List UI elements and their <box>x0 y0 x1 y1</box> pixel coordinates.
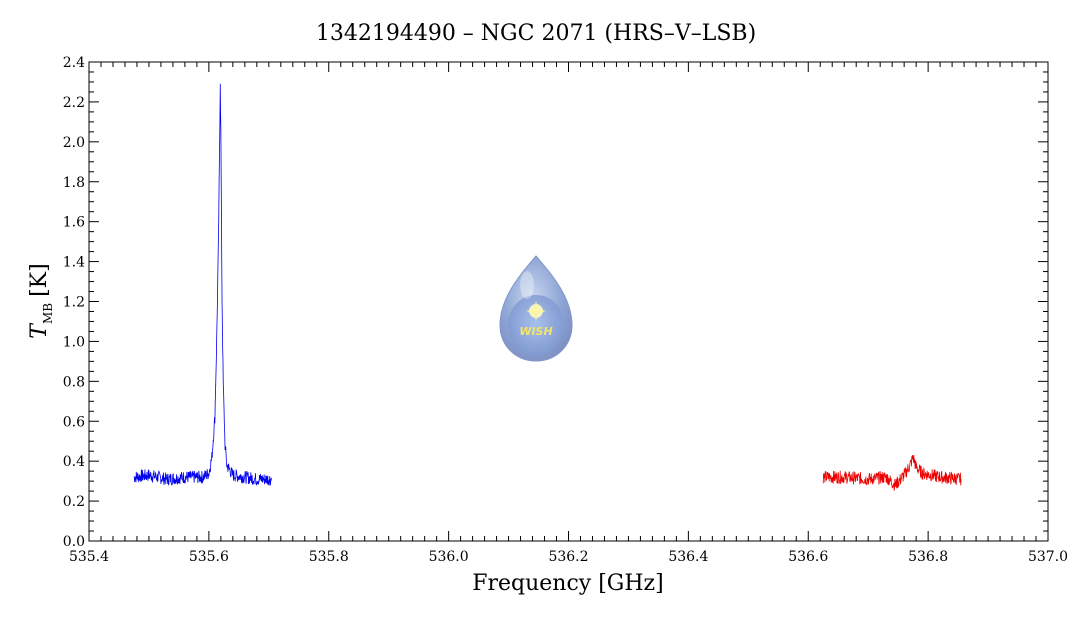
wish-logo-text: WISH <box>519 325 552 338</box>
y-tick-label: 1.4 <box>63 255 85 271</box>
spectrum-line-red <box>822 454 962 491</box>
svg-text:TMB[K]: TMB [K] <box>27 263 55 338</box>
x-tick-label: 536.2 <box>548 549 588 565</box>
y-tick-label: 2.2 <box>63 95 85 111</box>
axis-ticks <box>88 61 1049 542</box>
y-axis-label: TMB [K] <box>27 263 55 338</box>
x-tick-label: 536.8 <box>908 549 948 565</box>
y-tick-labels: 0.0 0.2 0.4 0.6 0.8 1.0 1.2 1.4 1.6 1.8 2.0 2.2 2.4 <box>63 55 85 550</box>
chart-title: 1342194490 – NGC 2071 (HRS–V–LSB) <box>316 21 756 46</box>
y-tick-label: 0.0 <box>63 534 85 550</box>
y-tick-label: 0.8 <box>63 374 85 390</box>
series-layer <box>133 83 962 491</box>
y-tick-label: 2.4 <box>63 55 85 71</box>
x-tick-label: 535.8 <box>309 549 349 565</box>
y-tick-label: 1.6 <box>63 215 85 231</box>
y-axis-label-unit: [K] <box>27 263 52 297</box>
y-axis-label-main: T <box>27 322 52 339</box>
x-tick-label: 536.4 <box>668 549 708 565</box>
y-tick-label: 0.4 <box>63 454 85 470</box>
x-tick-label: 535.6 <box>189 549 229 565</box>
wish-logo: WISH <box>499 255 573 362</box>
plot-frame <box>88 61 1049 542</box>
y-tick-label: 0.2 <box>63 494 85 510</box>
y-axis-label-subscript: MB <box>41 303 55 324</box>
y-tick-label: 2.0 <box>63 135 85 151</box>
y-tick-label: 1.8 <box>63 175 85 191</box>
y-tick-label: 0.6 <box>63 414 85 430</box>
x-tick-label: 536.6 <box>788 549 828 565</box>
x-tick-label: 536.0 <box>429 549 469 565</box>
x-tick-labels: 535.4 535.6 535.8 536.0 536.2 536.4 536.6 536.8… <box>69 549 1068 565</box>
spectrum-line-blue <box>133 83 273 487</box>
x-tick-label: 537.0 <box>1028 549 1068 565</box>
y-tick-label: 1.2 <box>63 295 85 311</box>
x-axis-label: Frequency [GHz] <box>472 571 664 596</box>
x-tick-label: 535.4 <box>69 549 109 565</box>
y-tick-label: 1.0 <box>63 334 85 350</box>
